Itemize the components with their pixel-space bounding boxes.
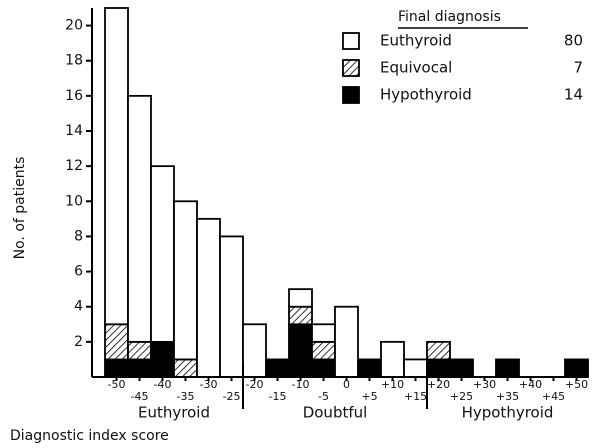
x-tick-label: -40 [154,378,172,391]
legend-label: Equivocal [380,59,452,77]
region-label: Hypothyroid [462,404,554,422]
bar-segment [196,217,221,378]
y-tick-label: 14 [65,123,83,139]
bar-segment [403,358,428,378]
bar-segment [127,358,152,378]
x-tick-label: -45 [131,390,149,403]
y-tick-label: 18 [65,53,83,69]
bar-segment [426,358,451,378]
x-tick-label: -25 [223,390,241,403]
bar-segment [127,94,152,343]
bar-segment [334,305,359,378]
y-tick-label: 8 [74,228,83,244]
x-tick-label: -5 [318,390,329,403]
x-tick-label: +5 [361,390,377,403]
bar-segment [288,323,313,378]
x-tick-label: +40 [519,378,542,391]
y-tick-label: 16 [65,88,83,104]
legend-title: Final diagnosis [398,9,501,25]
legend-count: 7 [573,59,583,77]
bar-segment [104,323,129,361]
bar-segment [219,235,244,378]
x-tick-label: -20 [246,378,264,391]
x-tick-label: +30 [473,378,496,391]
y-tick-label: 20 [65,18,83,34]
bar-segment [173,358,198,378]
y-tick-label: 10 [65,193,83,209]
x-tick-label: -15 [269,390,287,403]
bar-segment [288,305,313,326]
legend-label: Hypothyroid [380,86,472,104]
bar-segment [311,323,336,343]
bar-segment [288,288,313,308]
bar-segment [564,358,589,378]
bar-segment [357,358,382,378]
x-tick-label: -10 [292,378,310,391]
y-tick-label: 4 [74,299,83,315]
bar-segment [426,340,451,361]
bar-segment [127,340,152,361]
x-tick-label: +20 [427,378,450,391]
x-tick-label: +50 [565,378,588,391]
bar-segment [150,340,175,378]
bar-segment [173,200,198,361]
legend-swatch [342,59,360,77]
bar-segment [265,358,290,378]
x-tick-label: -30 [200,378,218,391]
x-tick-label: -50 [108,378,126,391]
x-axis-label: Diagnostic index score [10,428,169,444]
bar-segment [449,358,474,378]
x-tick-label: -35 [177,390,195,403]
x-tick-label: +10 [381,378,404,391]
bar-segment [242,323,267,378]
region-label: Euthyroid [138,404,210,422]
x-tick-label: +25 [450,390,473,403]
bar-segment [311,340,336,361]
y-tick-label: 2 [74,334,83,350]
bar-segment [380,340,405,378]
legend-count: 14 [564,86,583,104]
legend-swatch [342,32,360,50]
y-axis-label: No. of patients [12,157,28,260]
region-label: Doubtful [303,404,368,422]
bar-segment [150,165,175,343]
x-tick-label: +45 [542,390,565,403]
bar-segment [104,7,129,326]
y-tick-label: 6 [74,264,83,280]
legend-swatch [342,86,360,104]
bar-segment [104,358,129,378]
x-tick-label: +35 [496,390,519,403]
legend-label: Euthyroid [380,32,452,50]
x-tick-label: 0 [343,378,350,391]
legend-count: 80 [564,32,583,50]
x-tick-label: +15 [404,390,427,403]
y-tick-label: 12 [65,158,83,174]
bar-segment [495,358,520,378]
bar-segment [311,358,336,378]
